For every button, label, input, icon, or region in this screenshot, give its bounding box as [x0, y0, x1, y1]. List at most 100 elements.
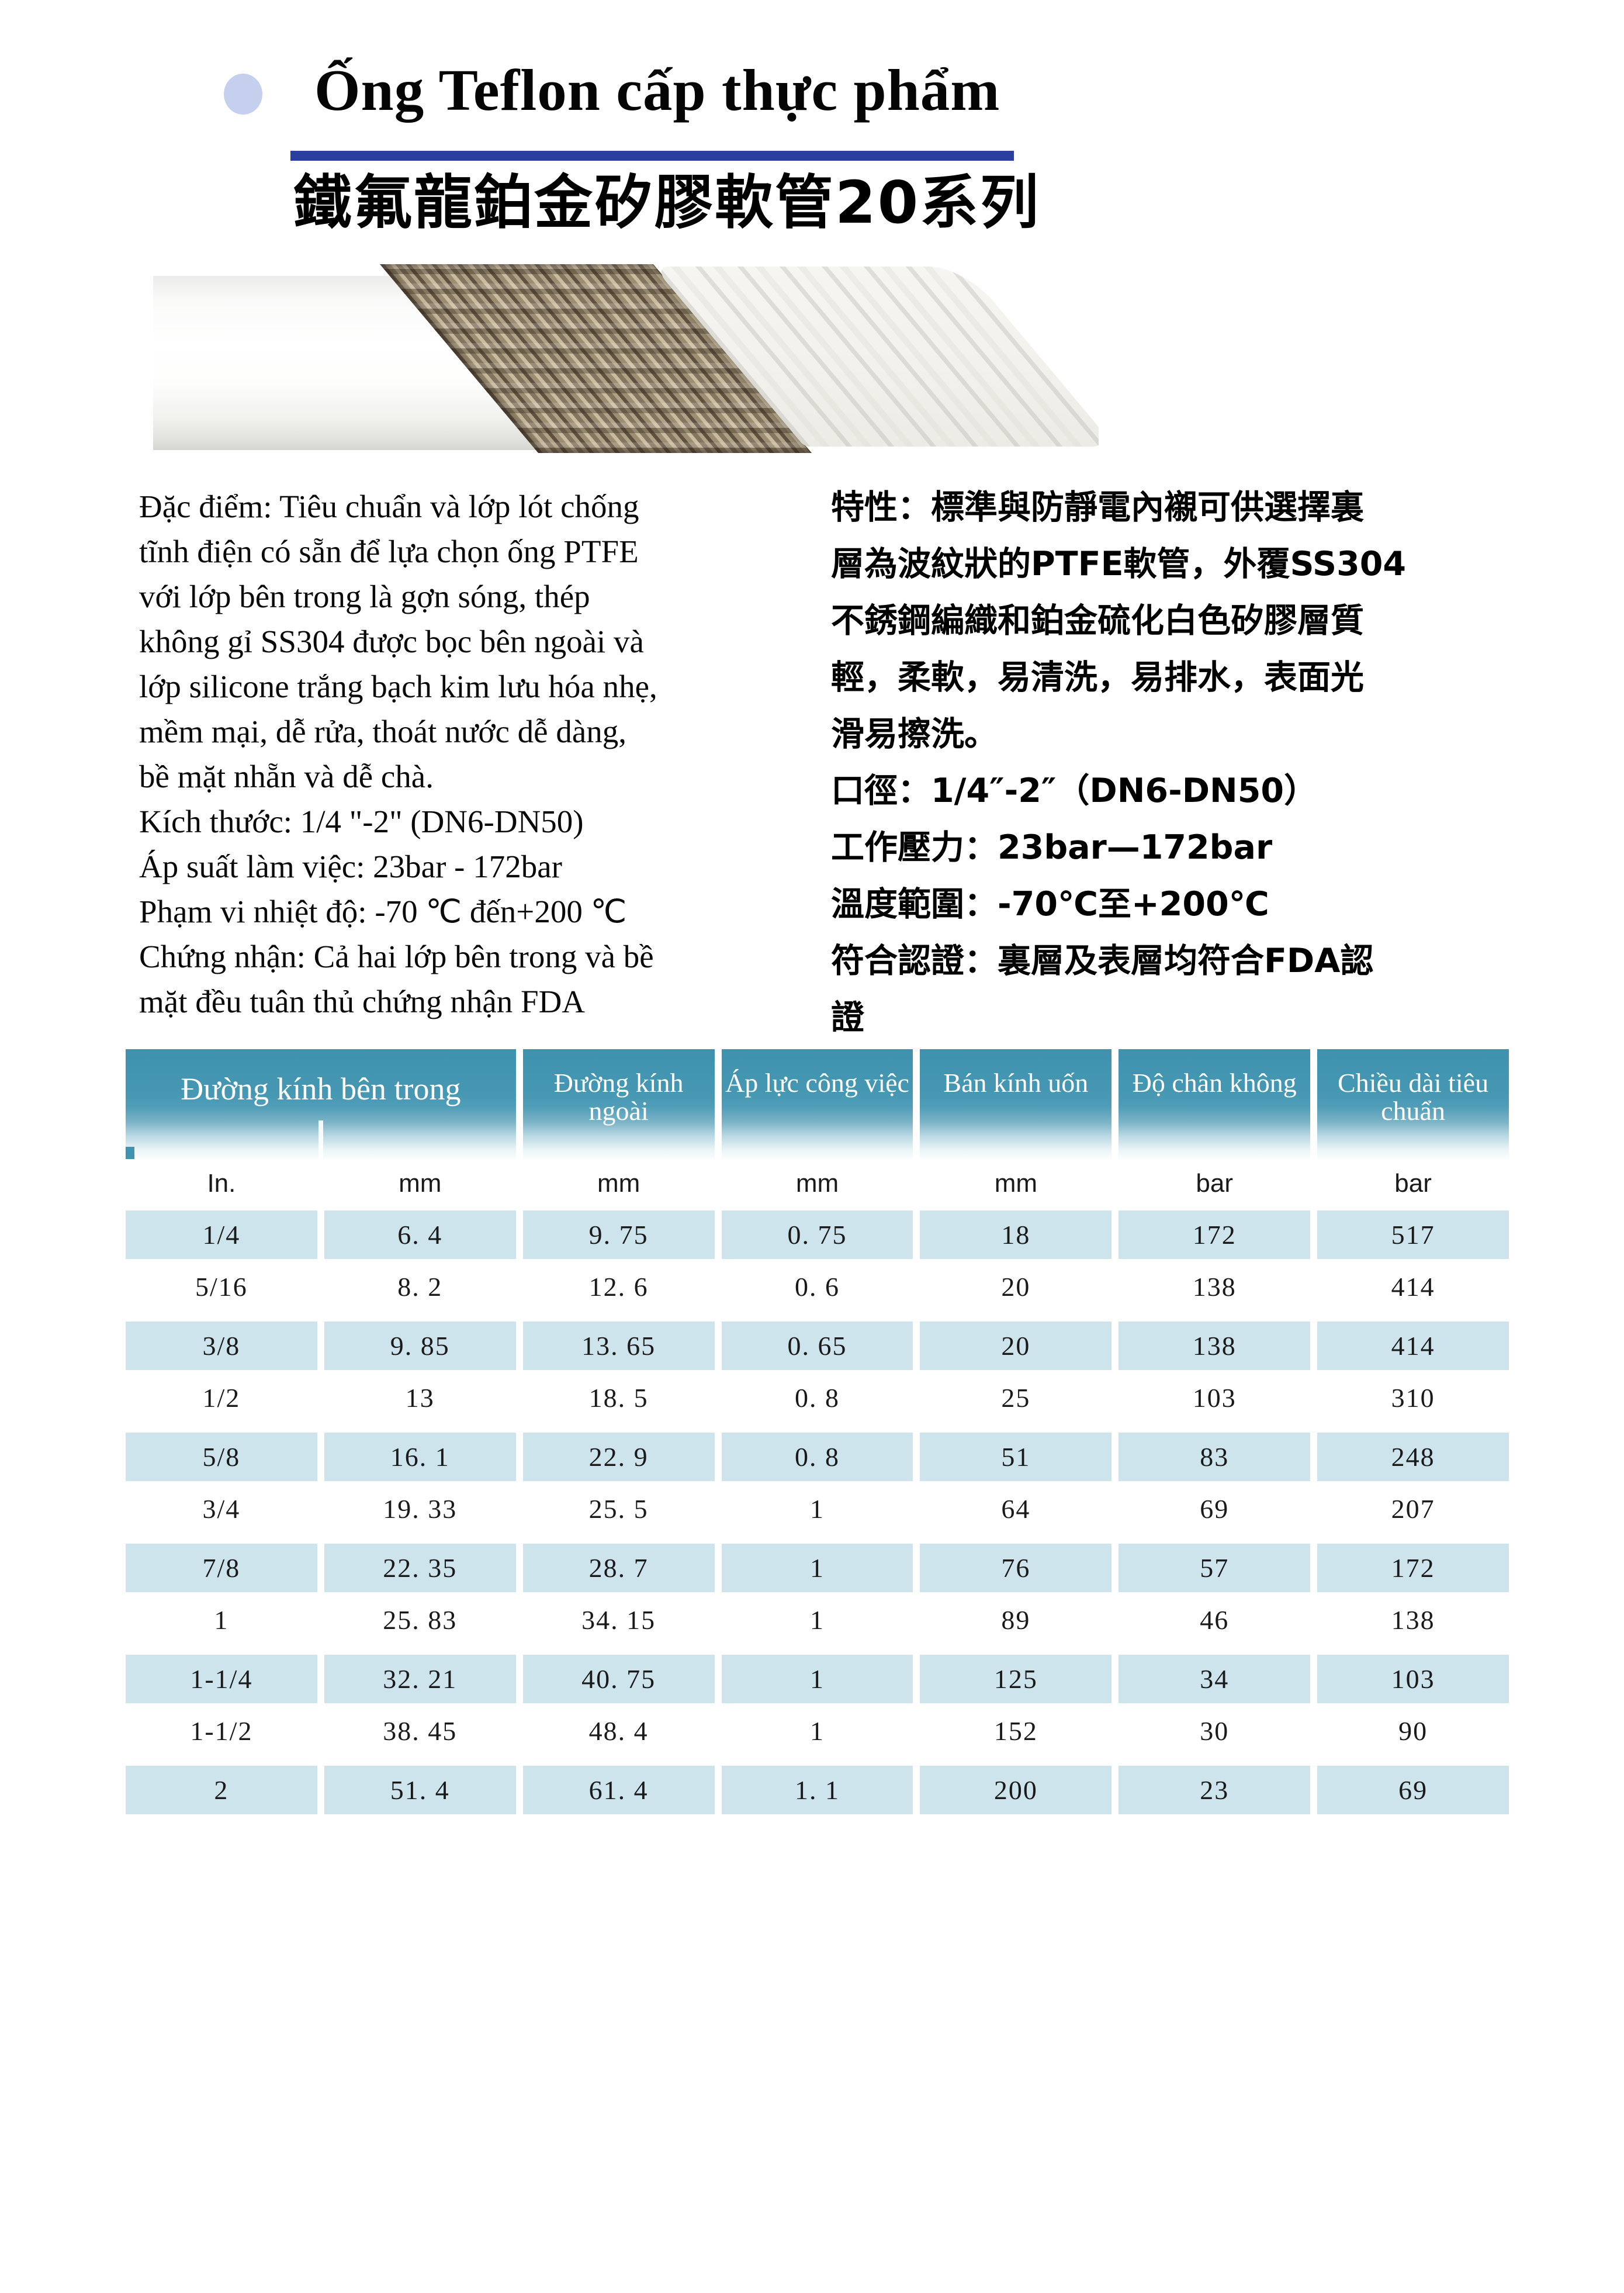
- table-header-vacuum: Độ chân không: [1119, 1049, 1311, 1160]
- table-cell: 1. 1: [721, 1762, 913, 1818]
- table-cell: 51: [920, 1429, 1112, 1485]
- header-subcolumn-divider: [318, 1120, 323, 1160]
- table-cell: 414: [1317, 1318, 1509, 1374]
- table-cell: 152: [920, 1707, 1112, 1762]
- table-header-standard-length: Chiều dài tiêu chuẩn: [1317, 1049, 1509, 1160]
- table-unit-cell: mm: [920, 1160, 1112, 1207]
- table-cell: 0. 8: [721, 1374, 913, 1429]
- table-cell: 1: [721, 1651, 913, 1707]
- table-cell: 20: [920, 1263, 1112, 1318]
- table-cell: 25: [920, 1374, 1112, 1429]
- table-header-inner-diameter: Đường kính bên trong: [126, 1049, 516, 1160]
- table-cell: 34. 15: [522, 1596, 715, 1651]
- table-cell: 310: [1317, 1374, 1509, 1429]
- table-header-label: Chiều dài tiêu chuẩn: [1338, 1068, 1489, 1126]
- table-cell: 125: [920, 1651, 1112, 1707]
- table-cell: 0. 6: [721, 1263, 913, 1318]
- table-cell: 1: [721, 1485, 913, 1540]
- table-header-label: Áp lực công việc: [725, 1068, 909, 1098]
- table-cell: 1-1/2: [126, 1707, 317, 1762]
- table-cell: 22. 35: [324, 1540, 516, 1596]
- page-title-vietnamese: Ống Teflon cấp thực phẩm: [314, 57, 1000, 123]
- table-unit-cell: mm: [522, 1160, 715, 1207]
- table-header-label: Độ chân không: [1132, 1068, 1297, 1098]
- table-cell: 25. 83: [324, 1596, 516, 1651]
- table-cell: 90: [1317, 1707, 1509, 1762]
- bullet-icon: [224, 74, 262, 115]
- table-cell: 40. 75: [522, 1651, 715, 1707]
- table-cell: 57: [1119, 1540, 1311, 1596]
- table-cell: 172: [1119, 1207, 1311, 1263]
- table-cell: 19. 33: [324, 1485, 516, 1540]
- table-cell: 103: [1317, 1651, 1509, 1707]
- table-cell: 22. 9: [522, 1429, 715, 1485]
- table-header-label: Đường kính ngoài: [553, 1068, 684, 1126]
- table-cell: 13: [324, 1374, 516, 1429]
- table-cell: 200: [920, 1762, 1112, 1818]
- table-cell: 414: [1317, 1263, 1509, 1318]
- table-cell: 7/8: [126, 1540, 317, 1596]
- table-cell: 517: [1317, 1207, 1509, 1263]
- table-cell: 3/4: [126, 1485, 317, 1540]
- table-cell: 138: [1119, 1318, 1311, 1374]
- table-cell: 1: [126, 1596, 317, 1651]
- table-cell: 32. 21: [324, 1651, 516, 1707]
- table-header-label: Bán kính uốn: [943, 1068, 1089, 1098]
- spec-table-grid: Đường kính bên trong Đường kính ngoài Áp…: [126, 1049, 1509, 1818]
- table-cell: 69: [1119, 1485, 1311, 1540]
- table-unit-cell: bar: [1317, 1160, 1509, 1207]
- table-cell: 34: [1119, 1651, 1311, 1707]
- table-cell: 18. 5: [522, 1374, 715, 1429]
- table-cell: 23: [1119, 1762, 1311, 1818]
- table-cell: 28. 7: [522, 1540, 715, 1596]
- table-cell: 0. 65: [721, 1318, 913, 1374]
- table-cell: 20: [920, 1318, 1112, 1374]
- table-cell: 9. 75: [522, 1207, 715, 1263]
- table-cell: 248: [1317, 1429, 1509, 1485]
- table-cell: 8. 2: [324, 1263, 516, 1318]
- table-cell: 83: [1119, 1429, 1311, 1485]
- page-title-chinese: 鐵氟龍鉑金矽膠軟管20系列: [293, 168, 1041, 237]
- table-cell: 18: [920, 1207, 1112, 1263]
- table-cell: 138: [1317, 1596, 1509, 1651]
- table-header-outer-diameter: Đường kính ngoài: [522, 1049, 715, 1160]
- title-underline: [290, 151, 1014, 161]
- table-cell: 0. 75: [721, 1207, 913, 1263]
- table-cell: 9. 85: [324, 1318, 516, 1374]
- table-corner-marker: [126, 1147, 134, 1159]
- table-cell: 1-1/4: [126, 1651, 317, 1707]
- table-header-bend-radius: Bán kính uốn: [920, 1049, 1112, 1160]
- table-unit-cell: mm: [721, 1160, 913, 1207]
- table-cell: 25. 5: [522, 1485, 715, 1540]
- table-unit-cell: bar: [1119, 1160, 1311, 1207]
- table-cell: 69: [1317, 1762, 1509, 1818]
- table-cell: 13. 65: [522, 1318, 715, 1374]
- product-photo: [153, 264, 1099, 453]
- table-cell: 61. 4: [522, 1762, 715, 1818]
- table-cell: 1: [721, 1540, 913, 1596]
- table-cell: 64: [920, 1485, 1112, 1540]
- features-text-chinese: 特性：標準與防靜電內襯可供選擇裏 層為波紋狀的PTFE軟管，外覆SS304 不銹…: [831, 488, 1407, 1037]
- table-cell: 6. 4: [324, 1207, 516, 1263]
- table-cell: 1: [721, 1596, 913, 1651]
- table-cell: 51. 4: [324, 1762, 516, 1818]
- table-cell: 138: [1119, 1263, 1311, 1318]
- table-cell: 172: [1317, 1540, 1509, 1596]
- table-cell: 1: [721, 1707, 913, 1762]
- table-cell: 1/4: [126, 1207, 317, 1263]
- table-cell: 16. 1: [324, 1429, 516, 1485]
- table-cell: 76: [920, 1540, 1112, 1596]
- table-cell: 12. 6: [522, 1263, 715, 1318]
- table-cell: 207: [1317, 1485, 1509, 1540]
- table-cell: 0. 8: [721, 1429, 913, 1485]
- table-cell: 103: [1119, 1374, 1311, 1429]
- table-header-working-pressure: Áp lực công việc: [721, 1049, 913, 1160]
- features-text-vietnamese: Đặc điểm: Tiêu chuẩn và lớp lót chống tĩ…: [139, 489, 657, 1019]
- table-unit-cell: mm: [324, 1160, 516, 1207]
- table-cell: 2: [126, 1762, 317, 1818]
- table-cell: 1/2: [126, 1374, 317, 1429]
- table-cell: 89: [920, 1596, 1112, 1651]
- table-unit-cell: In.: [126, 1160, 317, 1207]
- table-header-label: Đường kính bên trong: [181, 1071, 461, 1106]
